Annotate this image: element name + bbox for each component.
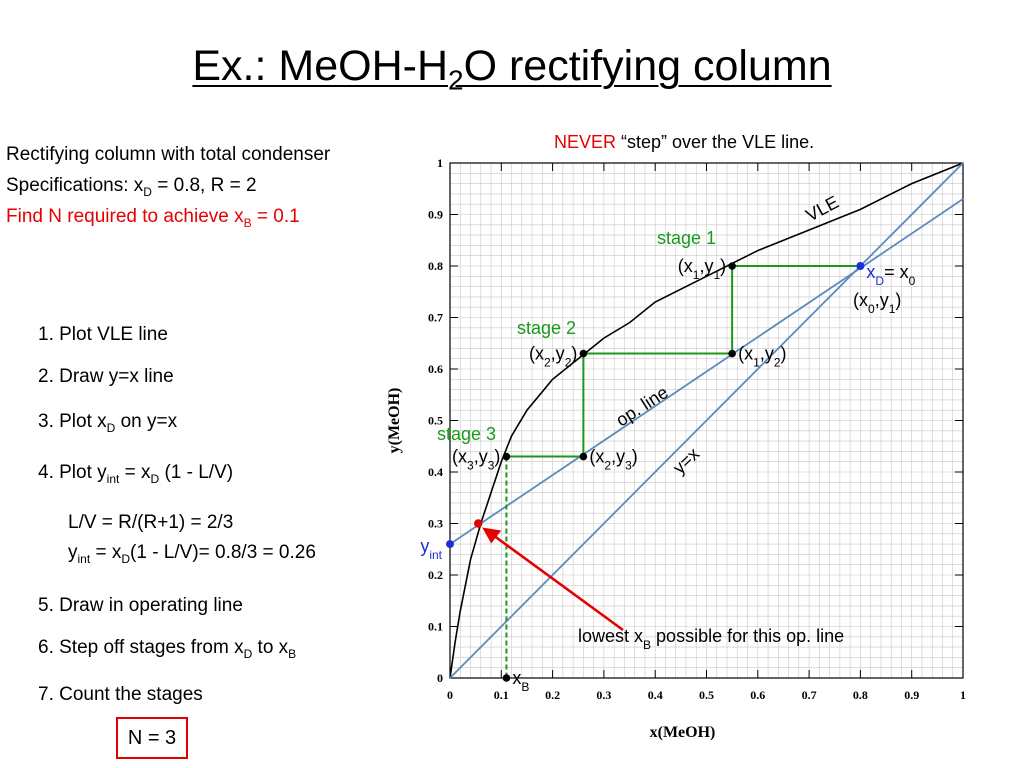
xD-label: xD= x0 (866, 262, 915, 288)
operating-line (449, 198, 964, 545)
step-1: 1. Plot VLE line (38, 324, 168, 345)
stage-point-label: (x2,y2) (529, 344, 577, 370)
step-3: 3. Plot xD on y=x (38, 411, 178, 435)
pointer-arrow-head (482, 527, 502, 544)
stage-steps (506, 265, 861, 458)
yx-annotation: y=x (669, 444, 703, 478)
x-tick-label: 0.7 (802, 688, 817, 702)
title-subscript: 2 (448, 64, 464, 96)
x-tick-label: 0 (447, 688, 453, 702)
xB-point (502, 674, 511, 682)
stage-label-1: stage 1 (657, 228, 716, 248)
stage-point (579, 349, 588, 358)
y-tick-label: 0.7 (428, 311, 443, 325)
stage-point (579, 452, 588, 461)
stage-point-label: (x3,y3) (452, 447, 500, 473)
xD-point (856, 262, 865, 270)
warning-never: NEVER (554, 132, 617, 152)
y-tick-label: 0.1 (428, 620, 443, 634)
lowest-xB-point (474, 519, 483, 528)
stage-label-3: stage 3 (437, 424, 496, 444)
x-tick-label: 0.4 (648, 688, 663, 702)
lowest-xB-annotation: lowest xB possible for this op. line (578, 626, 844, 652)
slide-title: Ex.: MeOH-H2O rectifying column (0, 38, 1024, 109)
title-text-post: O rectifying column (463, 42, 832, 90)
stage-point (502, 452, 511, 461)
y-tick-label: 0.8 (428, 259, 443, 273)
intro-line-3: Find N required to achieve xB = 0.1 (6, 206, 300, 230)
stage-label-2: stage 2 (517, 318, 576, 338)
intro-line-2: Specifications: xD = 0.8, R = 2 (6, 175, 257, 199)
stage-point (728, 349, 736, 358)
stage-point-label: (x1,y2) (738, 344, 786, 370)
diagonal-line (449, 162, 964, 679)
x-tick-label: 1 (960, 688, 966, 702)
y-tick-label: 0.6 (428, 362, 443, 376)
x-tick-label: 0.1 (494, 688, 509, 702)
title-text-pre: Ex.: MeOH-H (192, 42, 449, 90)
result-box: N = 3 (116, 717, 188, 759)
vle-curve (449, 162, 964, 679)
vle-annotation: VLE (802, 192, 841, 226)
yint-point (446, 540, 454, 549)
y-tick-label: 0.5 (428, 414, 443, 428)
warning-rest: “step” over the VLE line. (616, 132, 815, 152)
x-tick-label: 0.8 (853, 688, 868, 702)
step-6: 6. Step off stages from xD to xB (38, 637, 297, 661)
step-5: 5. Draw in operating line (38, 595, 243, 616)
y-tick-label: 1 (437, 156, 443, 170)
op-line-annotation: op. line (612, 382, 672, 430)
y-axis-label: y(MeOH) (386, 388, 403, 454)
step-4-calc-1: L/V = R/(R+1) = 2/3 (68, 512, 234, 533)
stage-point-label: (x2,y3) (589, 447, 637, 473)
y-tick-label: 0.3 (428, 517, 443, 531)
vle-warning: NEVER “step” over the VLE line. (554, 130, 814, 154)
x-axis-label: x(MeOH) (650, 724, 716, 741)
x-tick-label: 0.6 (750, 688, 765, 702)
y-tick-label: 0.4 (428, 465, 443, 479)
pointer-arrow-shaft (491, 533, 624, 632)
intro-line-1: Rectifying column with total condenser (6, 144, 331, 165)
x-tick-label: 0.9 (904, 688, 919, 702)
y-tick-label: 0 (437, 671, 443, 685)
stage-point-label: (x1,y1) (678, 256, 726, 282)
step-2: 2. Draw y=x line (38, 366, 174, 387)
x0-y1-label: (x0,y1) (853, 290, 901, 316)
y-tick-label: 0.2 (428, 568, 443, 582)
step-4-calc-2: yint = xD(1 - L/V)= 0.8/3 = 0.26 (68, 542, 316, 566)
step-4: 4. Plot yint = xD (1 - L/V) (38, 462, 234, 486)
x-tick-label: 0.5 (699, 688, 714, 702)
y-tick-label: 0.9 (428, 208, 443, 222)
xB-label: xB (512, 668, 529, 694)
x-tick-label: 0.2 (545, 688, 560, 702)
stage-point (728, 262, 736, 270)
yint-label: yint (420, 536, 442, 562)
step-7: 7. Count the stages (38, 684, 203, 705)
x-tick-label: 0.3 (596, 688, 611, 702)
